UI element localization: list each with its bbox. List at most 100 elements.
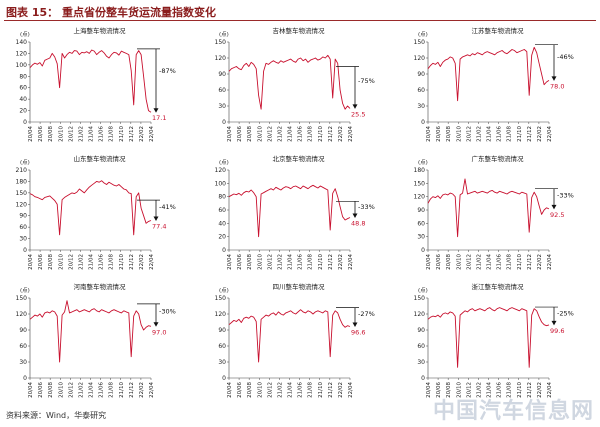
decline-arrow-head xyxy=(153,322,159,327)
y-tick-label: 0 xyxy=(421,375,425,382)
x-tick-label: 20/12 xyxy=(466,382,472,398)
x-tick-label: 21/10 xyxy=(119,254,125,270)
x-tick-label: 22/02 xyxy=(537,126,543,142)
x-tick-label: 22/04 xyxy=(547,126,553,142)
change-label: -75% xyxy=(358,77,375,85)
x-tick-label: 21/06 xyxy=(497,254,503,270)
chart-panel: 江苏整车物流情况 (点) 0 30 60 90 120 150 20/04 20/06 20/08 2… xyxy=(400,24,595,148)
y-tick-label: 150 xyxy=(414,39,426,46)
y-tick-label: 30 xyxy=(19,359,27,366)
x-tick-label: 20/06 xyxy=(237,382,243,398)
x-tick-label: 21/04 xyxy=(288,254,294,270)
x-tick-label: 22/02 xyxy=(338,126,344,142)
x-tick-label: 22/04 xyxy=(149,254,155,270)
change-label: -33% xyxy=(557,192,574,200)
x-tick-label: 22/04 xyxy=(348,382,354,398)
x-tick-label: 21/02 xyxy=(78,382,84,398)
y-tick-label: 30 xyxy=(417,103,425,110)
x-tick-label: 21/06 xyxy=(99,254,105,270)
x-tick-label: 20/04 xyxy=(227,126,233,142)
x-tick-label: 21/12 xyxy=(328,254,334,270)
y-tick-label: 80 xyxy=(218,194,226,201)
x-tick-label: 21/06 xyxy=(298,126,304,142)
x-tick-label: 21/02 xyxy=(476,254,482,270)
x-tick-label: 21/08 xyxy=(109,126,115,142)
x-tick-label: 22/04 xyxy=(149,126,155,142)
y-tick-label: 60 xyxy=(417,87,425,94)
change-label: -46% xyxy=(557,53,574,61)
x-tick-label: 21/12 xyxy=(328,382,334,398)
decline-arrow-head xyxy=(551,320,557,326)
x-tick-label: 20/04 xyxy=(426,126,432,142)
x-tick-label: 20/08 xyxy=(247,254,253,270)
y-tick-label: 60 xyxy=(218,207,226,214)
chart-title: 江苏整车物流情况 xyxy=(472,26,525,35)
x-tick-label: 20/04 xyxy=(426,254,432,270)
series-line xyxy=(228,184,351,238)
source-note: 资料来源：Wind，华泰研究 xyxy=(6,411,107,420)
x-tick-label: 21/02 xyxy=(277,382,283,398)
x-tick-label: 22/02 xyxy=(139,126,145,142)
y-tick-label: 80 xyxy=(19,73,27,80)
y-tick-label: 0 xyxy=(421,247,425,254)
y-tick-label: 30 xyxy=(218,359,226,366)
y-tick-label: 150 xyxy=(215,39,227,46)
line-chart: 江苏整车物流情况 (点) 0 30 60 90 120 150 20/04 20/06 20/08 2… xyxy=(414,26,574,142)
end-value-label: 78.0 xyxy=(550,82,564,90)
x-tick-label: 21/02 xyxy=(277,126,283,142)
y-tick-label: 120 xyxy=(215,311,227,318)
header-rule xyxy=(4,20,596,21)
x-tick-label: 21/04 xyxy=(89,254,95,270)
x-tick-label: 21/12 xyxy=(129,254,135,270)
x-tick-label: 21/10 xyxy=(517,126,523,142)
y-tick-label: 90 xyxy=(218,327,226,334)
y-unit-label: (点) xyxy=(219,287,229,294)
x-tick-label: 21/12 xyxy=(328,126,334,142)
series-line xyxy=(29,49,152,113)
y-tick-label: 90 xyxy=(417,327,425,334)
chart-panel: 吉林整车物流情况 (点) 0 30 60 90 120 150 20/04 20/06 20/08 2… xyxy=(201,24,396,148)
chart-panel: 四川整车物流情况 (点) 0 30 60 90 120 150 20/04 20/06 20/08 2… xyxy=(201,280,396,404)
x-tick-label: 21/08 xyxy=(507,126,513,142)
y-tick-label: 0 xyxy=(222,119,226,126)
y-tick-label: 20 xyxy=(19,108,27,115)
x-tick-label: 20/06 xyxy=(38,126,44,142)
x-tick-label: 21/04 xyxy=(288,382,294,398)
x-tick-label: 20/04 xyxy=(227,382,233,398)
x-tick-label: 21/10 xyxy=(119,126,125,142)
figure-title: 图表 15： 重点省份整车货运流量指数变化 xyxy=(6,6,216,19)
chart-title: 四川整车物流情况 xyxy=(273,282,326,291)
series-line xyxy=(29,180,152,236)
x-tick-label: 20/10 xyxy=(456,382,462,398)
x-tick-label: 21/06 xyxy=(497,126,503,142)
line-chart: 四川整车物流情况 (点) 0 30 60 90 120 150 20/04 20/06 20/08 2… xyxy=(215,282,375,398)
x-tick-label: 22/04 xyxy=(547,382,553,398)
chart-title: 山东整车物流情况 xyxy=(74,154,127,163)
y-unit-label: (点) xyxy=(20,31,30,38)
chart-panel: 上海整车物流情况 (点) 0 20 40 60 80 100 120 140 20/04 20/06 2… xyxy=(2,24,197,148)
y-tick-label: 120 xyxy=(414,311,426,318)
x-tick-label: 22/02 xyxy=(537,254,543,270)
y-tick-label: 150 xyxy=(16,190,28,197)
x-tick-label: 20/08 xyxy=(247,126,253,142)
x-tick-label: 21/06 xyxy=(298,254,304,270)
line-chart: 浙江整车物流情况 (点) 0 30 60 90 120 150 20/04 20/06 20/08 2… xyxy=(414,282,574,398)
x-tick-label: 20/12 xyxy=(267,382,273,398)
y-tick-label: 60 xyxy=(19,343,27,350)
y-tick-label: 60 xyxy=(19,224,27,231)
x-tick-label: 22/04 xyxy=(149,382,155,398)
y-tick-label: 150 xyxy=(414,295,426,302)
end-value-label: 96.6 xyxy=(351,328,365,336)
y-tick-label: 60 xyxy=(417,220,425,227)
x-tick-label: 21/10 xyxy=(119,382,125,398)
y-tick-label: 0 xyxy=(23,375,27,382)
x-tick-label: 20/06 xyxy=(237,254,243,270)
y-tick-label: 100 xyxy=(215,180,227,187)
chart-title: 上海整车物流情况 xyxy=(74,26,127,35)
x-tick-label: 21/06 xyxy=(497,382,503,398)
end-value-label: 92.5 xyxy=(550,211,564,219)
decline-arrow-head xyxy=(352,322,358,327)
x-tick-label: 21/10 xyxy=(517,382,523,398)
y-tick-label: 20 xyxy=(218,234,226,241)
x-tick-label: 22/02 xyxy=(139,382,145,398)
